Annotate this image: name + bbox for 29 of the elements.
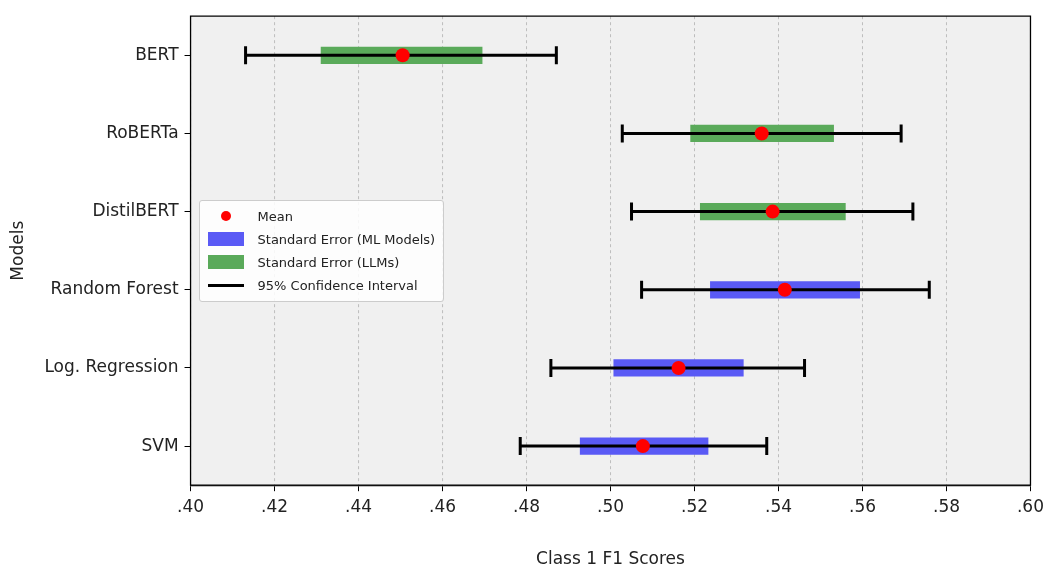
legend-label: Mean: [257, 208, 293, 224]
point: [777, 282, 792, 297]
x-tick-label: .42: [261, 495, 289, 516]
y-axis-title: Models: [6, 220, 27, 281]
point: [754, 126, 769, 141]
x-axis-title: Class 1 F1 Scores: [536, 548, 686, 569]
y-tick-label: BERT: [135, 43, 180, 64]
x-tick-label: .50: [597, 495, 625, 516]
x-tick-label: .56: [848, 495, 877, 516]
point: [765, 204, 780, 219]
x-tick-label: .40: [177, 495, 205, 516]
x-tick-label: .60: [1016, 495, 1045, 516]
y-tick-label: DistilBERT: [92, 200, 180, 221]
x-tick-label: .48: [513, 495, 541, 516]
x-tick-label: .54: [764, 495, 793, 516]
x-tick-label: .44: [345, 495, 373, 516]
x-tick-label: .46: [429, 495, 457, 516]
y-tick-label: Log. Regression: [44, 356, 179, 377]
x-tick-label: .52: [680, 495, 709, 516]
point: [635, 439, 650, 454]
legend-label: Standard Error (LLMs): [257, 254, 400, 270]
x-tick-label: .58: [932, 495, 961, 516]
y-tick-label: SVM: [141, 434, 179, 455]
legend-label: 95% Confidence Interval: [257, 277, 418, 293]
point: [671, 360, 686, 375]
y-tick-label: Random Forest: [50, 278, 179, 299]
y-tick-label: RoBERTa: [106, 121, 179, 142]
legend-label: Standard Error (ML Models): [257, 231, 436, 247]
point: [395, 48, 410, 63]
